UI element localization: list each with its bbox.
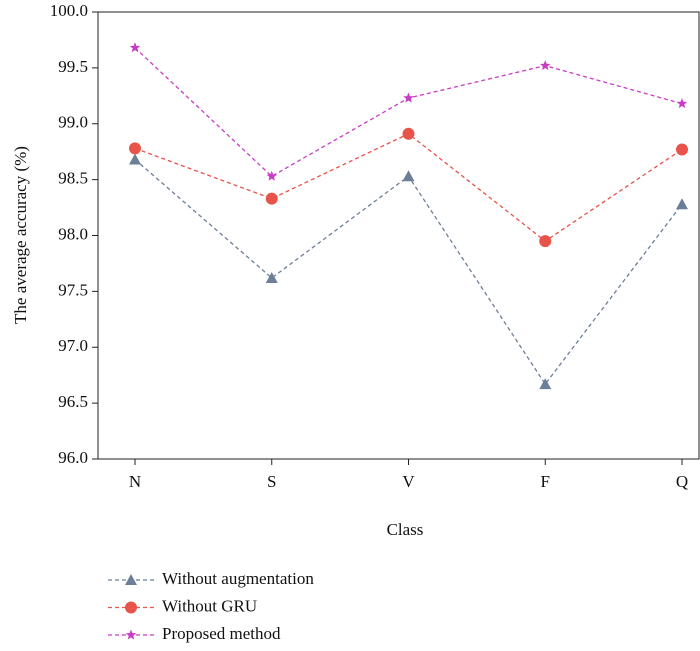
series-line [134,133,683,242]
y-tick-label: 96.0 [58,448,88,467]
legend-label: Proposed method [162,624,281,643]
plot-frame [97,11,700,460]
y-tick-label: 97.5 [58,280,88,299]
legend-label: Without GRU [162,596,257,615]
data-point [676,198,688,210]
y-tick-label: 98.0 [58,224,88,243]
data-point [129,42,141,53]
legend-label: Without augmentation [162,569,314,588]
y-tick-label: 97.0 [58,336,88,355]
series-line [134,47,683,178]
y-axis-label: The average accuracy (%) [11,146,30,324]
data-point [129,142,141,155]
y-tick-label: 99.5 [58,57,88,76]
x-axis-label: Class [387,520,424,539]
data-point [402,127,415,140]
data-point [540,60,551,71]
data-point [265,271,278,283]
x-tick-label: N [129,472,141,491]
y-tick-label: 99.0 [58,113,88,132]
data-point [539,235,552,248]
data-point [265,192,278,205]
x-tick-label: S [267,472,276,491]
legend-marker [125,601,137,614]
x-tick-label: Q [676,472,688,491]
x-tick-label: F [541,472,550,491]
data-point [266,170,277,181]
series-line [134,159,683,386]
y-tick-label: 98.5 [58,169,88,188]
data-point [129,153,141,165]
data-point [539,378,552,390]
data-point [403,92,414,103]
data-point [676,98,688,109]
x-tick-label: V [402,472,415,491]
data-point [676,143,688,156]
legend-marker [125,629,137,640]
y-tick-label: 96.5 [58,392,88,411]
y-tick-label: 100.0 [50,1,88,20]
legend-marker [125,574,137,585]
data-point [402,170,415,182]
